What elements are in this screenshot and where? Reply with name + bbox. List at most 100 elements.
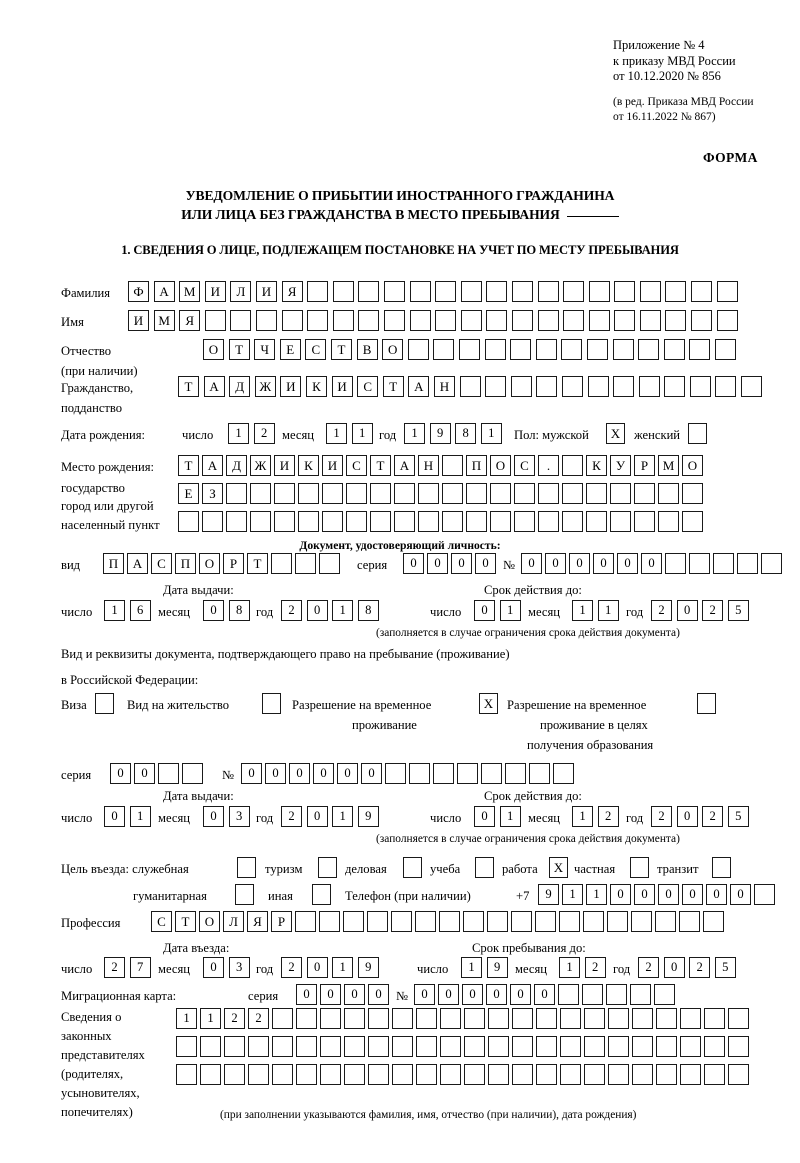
- char-cell[interactable]: М: [179, 281, 201, 302]
- char-cell[interactable]: 0: [663, 957, 685, 978]
- char-cell[interactable]: [250, 511, 271, 532]
- char-cell[interactable]: Т: [228, 339, 250, 360]
- char-cell[interactable]: [511, 911, 532, 932]
- char-cell[interactable]: [307, 310, 329, 331]
- char-cell[interactable]: [332, 310, 354, 331]
- char-cell[interactable]: [439, 911, 460, 932]
- char-cell[interactable]: 8: [455, 423, 477, 444]
- char-cell[interactable]: [272, 1064, 293, 1085]
- char-cell[interactable]: [230, 310, 252, 331]
- char-cell[interactable]: [584, 1008, 605, 1029]
- char-cell[interactable]: [486, 281, 508, 302]
- char-cell[interactable]: [392, 1008, 413, 1029]
- char-cell[interactable]: [200, 1036, 221, 1057]
- sex-female-checkbox[interactable]: [688, 423, 707, 444]
- char-cell[interactable]: [536, 376, 558, 397]
- char-cell[interactable]: [464, 1008, 485, 1029]
- char-cell[interactable]: 0: [203, 600, 224, 621]
- char-cell[interactable]: 9: [357, 957, 379, 978]
- char-cell[interactable]: [464, 1036, 485, 1057]
- char-cell[interactable]: 1: [499, 600, 521, 621]
- char-cell[interactable]: [510, 339, 532, 360]
- char-cell[interactable]: О: [382, 339, 404, 360]
- char-cell[interactable]: [274, 483, 295, 504]
- char-cell[interactable]: [440, 1008, 461, 1029]
- char-cell[interactable]: [716, 310, 738, 331]
- char-cell[interactable]: [407, 339, 429, 360]
- char-cell[interactable]: [511, 281, 533, 302]
- char-cell[interactable]: [271, 553, 292, 574]
- char-cell[interactable]: 0: [313, 763, 334, 784]
- char-cell[interactable]: [488, 1008, 509, 1029]
- char-cell[interactable]: [583, 911, 604, 932]
- char-cell[interactable]: И: [331, 376, 353, 397]
- char-cell[interactable]: Ч: [254, 339, 276, 360]
- char-cell[interactable]: 0: [610, 884, 631, 905]
- char-cell[interactable]: 0: [510, 984, 531, 1005]
- char-cell[interactable]: [608, 1064, 629, 1085]
- char-cell[interactable]: [606, 984, 627, 1005]
- char-cell[interactable]: [464, 1064, 485, 1085]
- char-cell[interactable]: 0: [521, 553, 542, 574]
- char-cell[interactable]: [182, 763, 203, 784]
- char-cell[interactable]: 0: [438, 984, 459, 1005]
- char-cell[interactable]: [561, 339, 583, 360]
- char-cell[interactable]: 2: [651, 806, 672, 827]
- char-cell[interactable]: [562, 455, 583, 476]
- char-cell[interactable]: Т: [175, 911, 196, 932]
- char-cell[interactable]: 0: [706, 884, 727, 905]
- char-cell[interactable]: [416, 1008, 437, 1029]
- char-cell[interactable]: Т: [330, 339, 352, 360]
- char-cell[interactable]: [655, 911, 676, 932]
- representatives-row-3[interactable]: [176, 1064, 752, 1085]
- char-cell[interactable]: [250, 483, 271, 504]
- char-cell[interactable]: [536, 1036, 557, 1057]
- char-cell[interactable]: 0: [641, 553, 662, 574]
- char-cell[interactable]: [466, 483, 487, 504]
- char-cell[interactable]: [536, 1008, 557, 1029]
- char-cell[interactable]: [296, 1064, 317, 1085]
- char-cell[interactable]: [703, 911, 724, 932]
- char-cell[interactable]: 9: [429, 423, 451, 444]
- char-cell[interactable]: [632, 1008, 653, 1029]
- char-cell[interactable]: [553, 763, 574, 784]
- char-cell[interactable]: [582, 984, 603, 1005]
- char-cell[interactable]: [680, 1036, 701, 1057]
- char-cell[interactable]: [486, 310, 508, 331]
- char-cell[interactable]: [200, 1064, 221, 1085]
- char-cell[interactable]: [512, 1008, 533, 1029]
- char-cell[interactable]: [358, 310, 380, 331]
- char-cell[interactable]: О: [199, 553, 220, 574]
- char-cell[interactable]: 0: [676, 600, 698, 621]
- char-cell[interactable]: П: [103, 553, 124, 574]
- char-cell[interactable]: Я: [247, 911, 268, 932]
- char-cell[interactable]: [560, 1036, 581, 1057]
- char-cell[interactable]: [560, 1064, 581, 1085]
- char-cell[interactable]: Е: [279, 339, 301, 360]
- char-cell[interactable]: [459, 376, 481, 397]
- char-cell[interactable]: [272, 1008, 293, 1029]
- char-cell[interactable]: [296, 1036, 317, 1057]
- char-cell[interactable]: 0: [534, 984, 555, 1005]
- char-cell[interactable]: Н: [433, 376, 455, 397]
- char-cell[interactable]: [490, 483, 511, 504]
- char-cell[interactable]: 0: [451, 553, 472, 574]
- char-cell[interactable]: [488, 1036, 509, 1057]
- char-cell[interactable]: А: [127, 553, 148, 574]
- char-cell[interactable]: [415, 911, 436, 932]
- char-cell[interactable]: 2: [281, 600, 302, 621]
- char-cell[interactable]: Д: [226, 455, 247, 476]
- char-cell[interactable]: [458, 339, 480, 360]
- char-cell[interactable]: [416, 1036, 437, 1057]
- char-cell[interactable]: [307, 281, 329, 302]
- char-cell[interactable]: [558, 984, 579, 1005]
